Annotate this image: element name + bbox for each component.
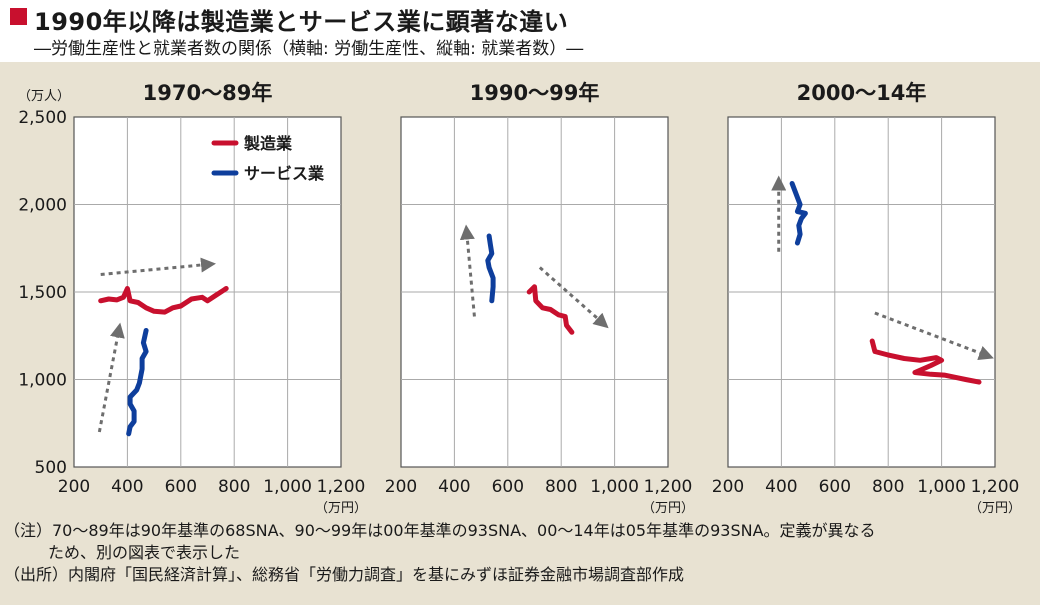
x-tick-label: 200 <box>385 477 417 497</box>
page-subtitle: ―労働生産性と就業者数の関係（横軸: 労働生産性、縦軸: 就業者数）― <box>34 39 584 59</box>
y-tick-label: 2,500 <box>18 108 67 128</box>
note-1: （注）70〜89年は90年基準の68SNA、90〜99年は00年基準の93SNA… <box>4 521 876 540</box>
y-tick-label: 500 <box>35 458 67 478</box>
trend-arrow <box>459 224 476 317</box>
x-tick-label: 400 <box>765 477 797 497</box>
chart-area: 200 400 600 800 1,000 1,200（万円）1970〜89年5001,0… <box>18 81 1021 516</box>
x-tick-label: 1,000 <box>917 477 966 497</box>
notes: （注）70〜89年は90年基準の68SNA、90〜99年は00年基準の93SNA… <box>4 520 1034 586</box>
x-tick-label: 1,200 <box>317 477 366 497</box>
trend-arrow <box>100 257 216 276</box>
page-title: 1990年以降は製造業とサービス業に顕著な違い <box>34 8 569 36</box>
panel-2: 200 400 600 800 1,000 1,200 （万円） 1990〜99年 <box>385 81 694 516</box>
x-tick-label: 1,200 <box>971 477 1020 497</box>
panel-title: 1970〜89年 <box>143 81 273 105</box>
y-tick-label: 2,000 <box>18 196 67 216</box>
series-line-services <box>789 181 808 246</box>
x-tick-label: 200 <box>712 477 744 497</box>
x-tick-label: 800 <box>545 477 577 497</box>
y-axis-unit: （万人） <box>18 89 70 104</box>
note-2: ため、別の図表で表示した <box>48 543 241 562</box>
x-tick-label: 600 <box>165 477 197 497</box>
x-tick-label: 800 <box>872 477 904 497</box>
series-line-manufacturing <box>526 284 575 335</box>
x-tick-label: 400 <box>111 477 143 497</box>
x-axis-unit: （万円） <box>642 501 694 516</box>
series-line-services <box>485 233 496 304</box>
trend-arrow <box>538 266 609 329</box>
source-note: （出所）内閣府「国民経済計算」、総務省「労働力調査」を基にみずほ証券金融市場調査… <box>4 565 685 584</box>
x-tick-label: 600 <box>492 477 524 497</box>
header: 1990年以降は製造業とサービス業に顕著な違い ―労働生産性と就業者数の関係（横… <box>0 0 1040 62</box>
x-tick-label: 800 <box>218 477 250 497</box>
x-axis-unit: （万円） <box>969 501 1021 516</box>
panel-title: 2000〜14年 <box>797 81 927 105</box>
panel-title: 1990〜99年 <box>470 81 600 105</box>
x-tick-label: 200 <box>58 477 90 497</box>
x-axis-unit: （万円） <box>315 501 367 516</box>
x-tick-label: 1,000 <box>263 477 312 497</box>
x-tick-label: 400 <box>438 477 470 497</box>
x-tick-label: 1,000 <box>590 477 639 497</box>
series-line-manufacturing <box>869 338 982 385</box>
series-line-manufacturing <box>98 286 229 315</box>
legend-label-manufacturing: 製造業 <box>243 134 293 153</box>
legend-label-services: サービス業 <box>244 164 325 183</box>
y-tick-label: 1,000 <box>18 371 67 391</box>
x-tick-label: 1,200 <box>644 477 693 497</box>
series-line-services <box>126 328 149 437</box>
x-tick-label: 600 <box>819 477 851 497</box>
y-tick-label: 1,500 <box>18 283 67 303</box>
panel-3: 200 400 600 800 1,000 1,200 （万円） 2000〜14年 <box>712 81 1021 516</box>
panel-1: 200 400 600 800 1,000 1,200（万円）1970〜89年5001,0… <box>18 81 367 516</box>
trend-arrow <box>97 322 125 433</box>
title-marker <box>10 8 27 25</box>
